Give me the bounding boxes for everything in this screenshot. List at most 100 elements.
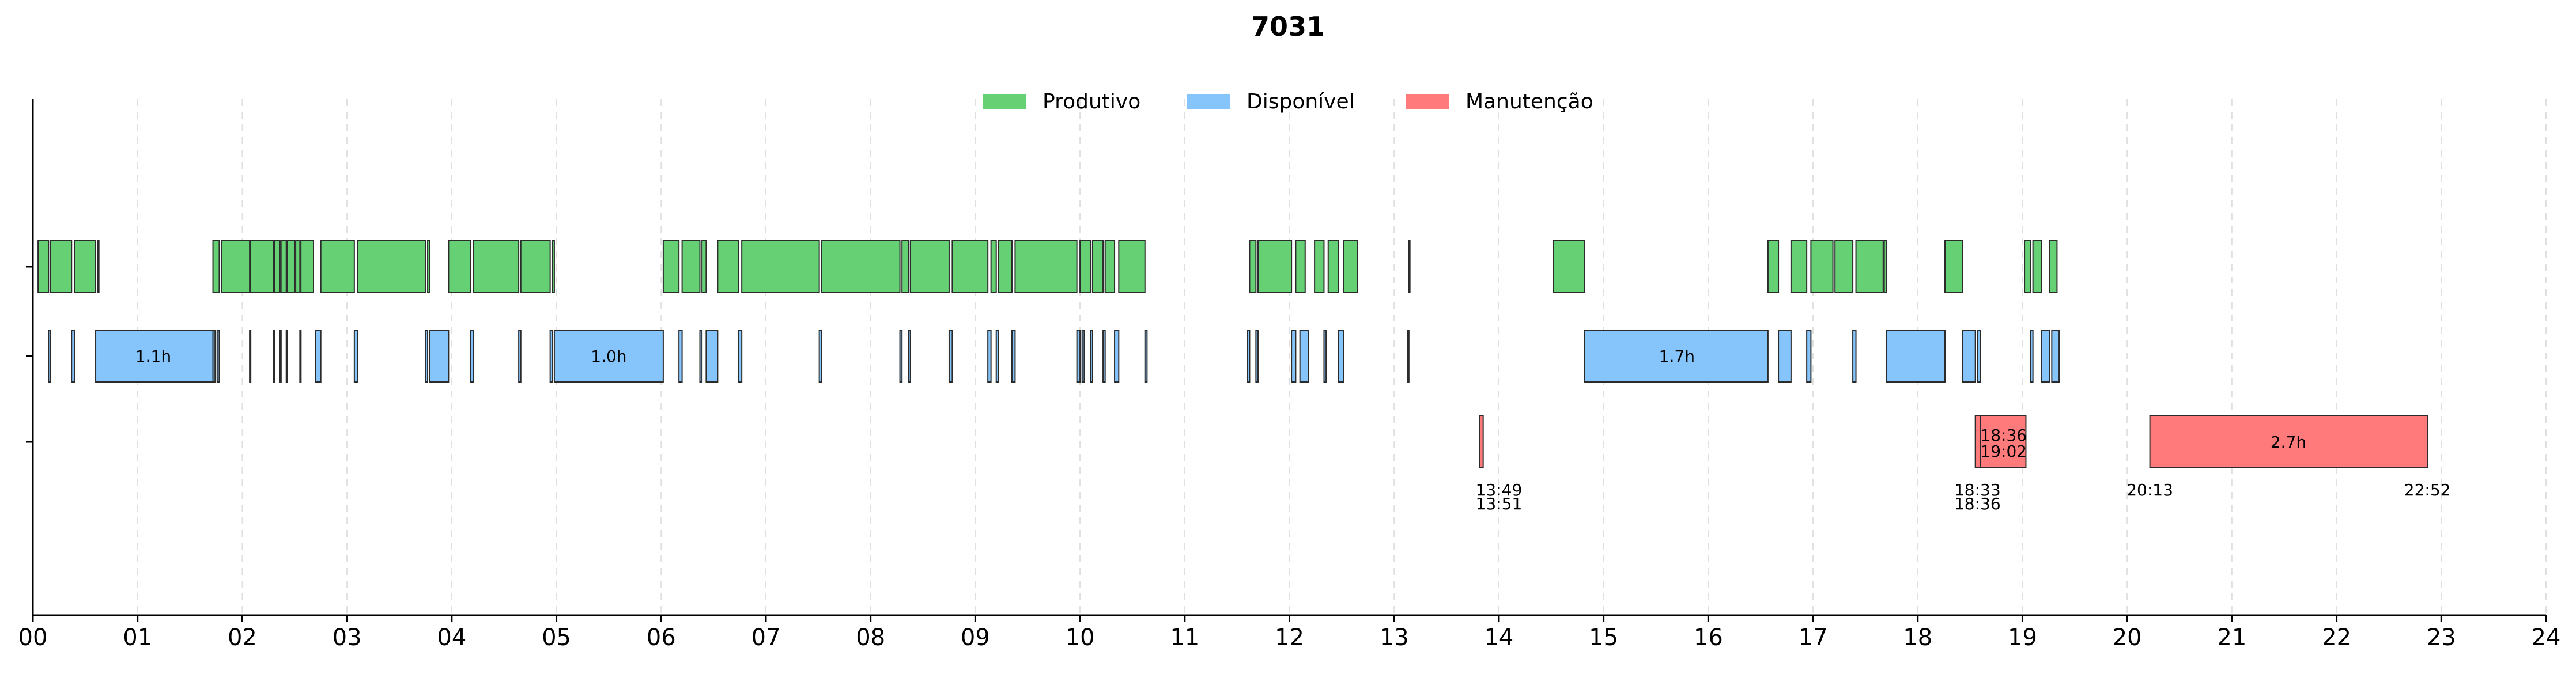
bar-label: 1.0h <box>591 347 626 366</box>
bar-segment <box>1144 330 1148 383</box>
legend-swatch <box>1187 94 1230 109</box>
bar-segment <box>987 330 992 383</box>
bar-segment <box>285 330 288 383</box>
bar-segment <box>662 240 680 293</box>
bar-segment <box>951 240 989 293</box>
bar-segment <box>1011 330 1016 383</box>
x-tick-label: 13 <box>1380 624 1409 651</box>
bar-segment <box>1479 415 1484 468</box>
bar-segment <box>249 330 252 383</box>
x-tick-label: 21 <box>2217 624 2246 651</box>
bar-segment <box>286 240 296 293</box>
x-tick-label: 05 <box>542 624 571 651</box>
bar-label: 18:33 <box>1954 480 2001 499</box>
bar-segment <box>212 330 216 383</box>
bar-segment <box>216 330 220 383</box>
bar-segment <box>1091 240 1104 293</box>
bar-label: 19:02 <box>1980 442 2027 461</box>
bar-segment <box>1299 330 1309 383</box>
grid-lines <box>32 99 2547 615</box>
bar-segment <box>1806 330 1812 383</box>
bar-segment <box>948 330 953 383</box>
bar-segment <box>2030 330 2034 383</box>
bar-segment <box>97 240 100 293</box>
bar-segment <box>1295 240 1306 293</box>
axes: 00 01 02 03 04 05 06 07 08 09 10 11 12 13 14 15 16 17 18 19… <box>18 99 2561 651</box>
x-tick-label: 14 <box>1484 624 1513 651</box>
x-tick-label: 03 <box>333 624 362 651</box>
bar-segment <box>1291 330 1297 383</box>
bar-segment <box>274 240 281 293</box>
bar-segment <box>1014 240 1078 293</box>
bar-segment <box>353 330 358 383</box>
x-tick-label: 12 <box>1275 624 1304 651</box>
x-tick-label: 07 <box>751 624 781 651</box>
bar-segment <box>899 330 903 383</box>
bar-segment <box>2032 240 2042 293</box>
bar-segment <box>74 240 97 293</box>
x-tick-label: 01 <box>123 624 152 651</box>
bar-segment <box>1977 330 1981 383</box>
legend-label: Manutenção <box>1465 90 1593 113</box>
bar-segment <box>1944 240 1963 293</box>
bar-segment <box>1407 330 1410 383</box>
bar-segment <box>448 240 471 293</box>
bar-segment <box>1255 330 1259 383</box>
bar-segment <box>1247 330 1251 383</box>
bar-segment <box>37 240 50 293</box>
bar-segment <box>998 240 1013 293</box>
bar-segment <box>427 240 430 293</box>
bar-segment <box>1778 330 1792 383</box>
x-tick-label: 06 <box>647 624 676 651</box>
bar-label: 1.7h <box>1659 347 1695 366</box>
bar-segment <box>295 240 301 293</box>
bar-segment <box>901 240 909 293</box>
bar-segment <box>549 330 553 383</box>
x-tick-label: 18 <box>1903 624 1932 651</box>
bar-segment <box>1962 330 1976 383</box>
bar-segment <box>1855 240 1884 293</box>
bar-segment <box>1343 240 1358 293</box>
bar-label: 18:36 <box>1954 494 2001 513</box>
bar-segment <box>1810 240 1834 293</box>
bar-segment <box>717 240 739 293</box>
x-tick-label: 22 <box>2322 624 2351 651</box>
bar-segment <box>1338 330 1344 383</box>
bar-labels: 1.1h 1.0h 1.7h2.7h13:4913:5118:3619:0218:3… <box>135 347 2451 513</box>
bar-segment <box>818 330 822 383</box>
bar-segment <box>429 330 450 383</box>
bar-segment <box>1790 240 1808 293</box>
bar-segment <box>2049 240 2058 293</box>
legend-swatch <box>983 94 1026 109</box>
x-tick-label: 20 <box>2113 624 2142 651</box>
bar-segment <box>1852 330 1857 383</box>
bar-segment <box>553 330 664 383</box>
x-tick-label: 17 <box>1799 624 1828 651</box>
legend-label: Produtivo <box>1043 90 1140 113</box>
bar-segment <box>473 240 520 293</box>
bar-segment <box>1081 330 1085 383</box>
bar-segment <box>1249 240 1257 293</box>
bar-label: 13:51 <box>1476 494 1523 513</box>
bar-segment <box>1327 240 1339 293</box>
bar-segment <box>990 240 997 293</box>
bars <box>37 240 2428 468</box>
bar-segment <box>741 240 820 293</box>
bar-label: 18:36 <box>1980 426 2027 445</box>
bar-segment <box>701 240 707 293</box>
x-tick-label: 24 <box>2532 624 2561 651</box>
legend-label: Disponível <box>1247 90 1355 113</box>
bar-segment <box>1104 240 1116 293</box>
x-tick-label: 11 <box>1170 624 1199 651</box>
bar-segment <box>1323 330 1327 383</box>
bar-segment <box>699 330 703 383</box>
bar-segment <box>299 330 302 383</box>
bar-segment <box>1584 330 1769 383</box>
bar-segment <box>1102 330 1106 383</box>
x-tick-label: 23 <box>2427 624 2456 651</box>
bar-segment <box>908 330 911 383</box>
bar-segment <box>425 330 429 383</box>
legend: Produtivo Disponível Manutenção <box>983 90 1593 113</box>
